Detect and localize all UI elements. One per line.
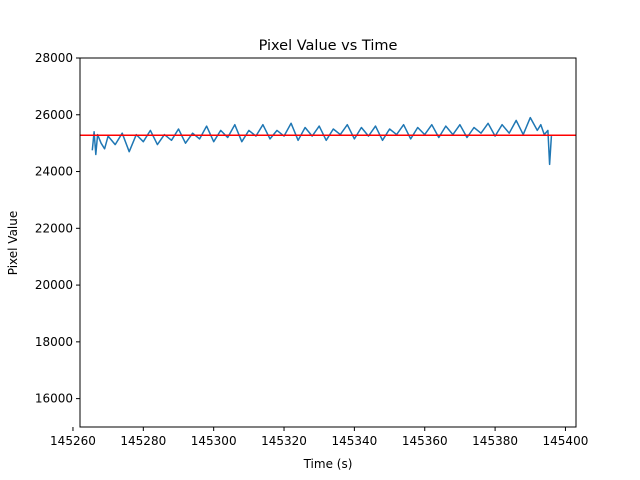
y-tick-label: 16000 (35, 392, 73, 406)
x-tick-label: 145260 (50, 434, 96, 448)
y-tick-label: 28000 (35, 51, 73, 65)
x-tick-label: 145340 (331, 434, 377, 448)
y-axis-label: Pixel Value (6, 211, 20, 276)
x-tick-label: 145380 (472, 434, 518, 448)
y-tick-label: 24000 (35, 165, 73, 179)
x-axis: 145260 145280 145300 145320 145340 145360 1453… (50, 427, 588, 448)
plot-frame (79, 57, 577, 428)
x-tick-label: 145280 (120, 434, 166, 448)
x-tick-label: 145400 (543, 434, 589, 448)
y-tick-label: 18000 (35, 335, 73, 349)
plot-area (80, 116, 576, 166)
x-axis-label: Time (s) (303, 457, 353, 471)
y-tick-label: 20000 (35, 278, 73, 292)
x-tick-label: 145360 (402, 434, 448, 448)
x-tick-label: 145300 (191, 434, 237, 448)
series-line-0 (91, 116, 553, 166)
y-axis: 16000 18000 20000 22000 24000 26000 28000 (35, 51, 80, 406)
data-layer (91, 116, 553, 166)
y-tick-label: 26000 (35, 108, 73, 122)
y-tick-label: 22000 (35, 221, 73, 235)
chart-title: Pixel Value vs Time (259, 38, 398, 54)
x-tick-label: 145320 (261, 434, 307, 448)
